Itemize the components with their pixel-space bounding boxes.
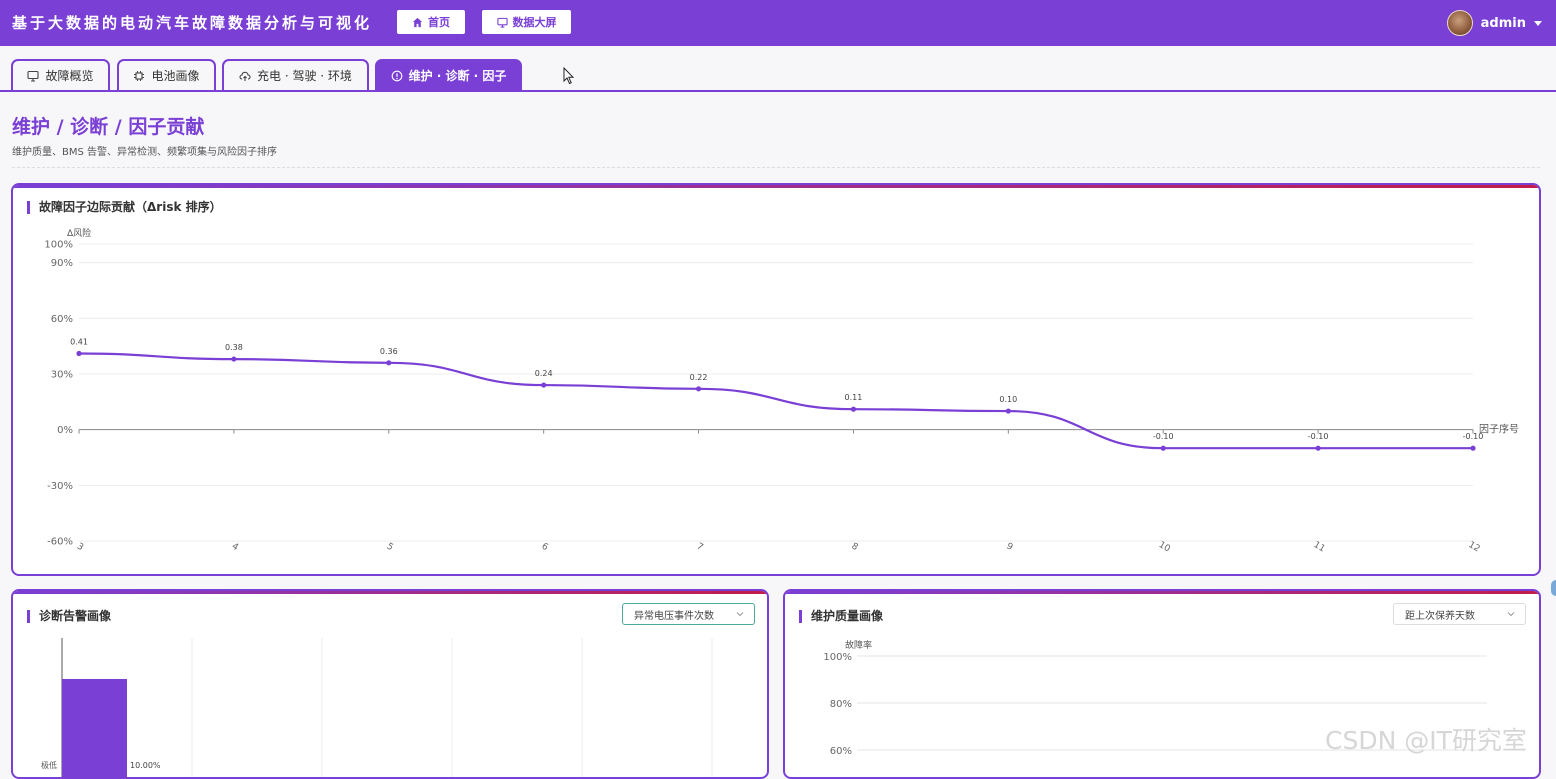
tab-fault-overview[interactable]: 故障概览 (11, 59, 110, 90)
x-tick-label: 5 (385, 542, 395, 554)
data-label: -0.10 (1308, 432, 1329, 441)
x-tick-label: 9 (1004, 542, 1014, 554)
home-button[interactable]: 首页 (397, 10, 465, 34)
cloud-upload-icon (239, 71, 251, 81)
y-tick-label: 30% (51, 369, 73, 380)
data-point (386, 360, 392, 366)
data-label: 0.11 (845, 393, 863, 402)
data-point (231, 356, 237, 362)
page-title: 维护 / 诊断 / 因子贡献 (12, 116, 205, 138)
data-point (1470, 445, 1476, 451)
tabs-underline (0, 90, 1556, 92)
user-menu[interactable]: admin (1446, 9, 1542, 37)
info-circle-icon (391, 70, 402, 81)
data-label: 0.38 (225, 343, 243, 352)
x-tick-label: 6 (540, 542, 550, 554)
y-tick-label: 60% (830, 746, 852, 757)
y-axis-title: 故障率 (845, 639, 872, 651)
monitor-icon (496, 17, 508, 28)
data-label: 0.41 (70, 338, 88, 347)
x-tick-label: 7 (695, 542, 705, 554)
series-line (78, 352, 1473, 450)
bar (62, 679, 127, 777)
y-tick-label: 60% (51, 314, 73, 325)
app-title: 基于大数据的电动汽车故障数据分析与可视化 (12, 14, 373, 32)
factor-contribution-card: 故障因子边际贡献（Δrisk 排序） Δ风险 100% 90% 60% 30% 0% -30… (11, 183, 1541, 576)
y-category-label: 极低 (41, 760, 57, 770)
home-button-label: 首页 (428, 16, 450, 29)
page-subtitle: 维护质量、BMS 告警、异常检测、频繁项集与风险因子排序 (12, 147, 278, 158)
data-label: 0.36 (380, 347, 398, 356)
y-tick-label: 90% (51, 258, 73, 269)
floating-side-handle[interactable] (1551, 580, 1556, 596)
tab-charging-driving-environment[interactable]: 充电 · 驾驶 · 环境 (222, 59, 369, 90)
avatar[interactable] (1446, 10, 1473, 36)
data-label: -0.10 (1463, 432, 1484, 441)
x-axis-title: 因子序号 (1479, 423, 1519, 436)
dashboard-button[interactable]: 数据大屏 (482, 10, 571, 34)
home-icon (412, 17, 423, 27)
tab-label: 故障概览 (45, 69, 94, 83)
y-tick-label: 80% (830, 699, 852, 710)
dashboard-button-label: 数据大屏 (512, 16, 557, 29)
y-tick-label: 0% (57, 425, 73, 436)
top-bar: 基于大数据的电动汽车故障数据分析与可视化 首页 数据大屏 admin (0, 0, 1556, 46)
data-label: 0.22 (690, 373, 708, 382)
data-point (1005, 408, 1011, 414)
data-label: 0.24 (535, 369, 553, 378)
username[interactable]: admin (1480, 15, 1526, 31)
chevron-down-icon (1507, 612, 1515, 617)
maint-card-title: 维护质量画像 (799, 610, 883, 623)
data-point (76, 350, 82, 357)
y-axis-title: Δ风险 (67, 227, 91, 239)
tab-maintenance-diagnosis-factor[interactable]: 维护 · 诊断 · 因子 (375, 59, 522, 90)
diagnosis-alert-card: 诊断告警画像 异常电压事件次数 极低 10.00% (11, 589, 769, 779)
diag-card-title: 诊断告警画像 (27, 610, 111, 623)
chip-icon (134, 70, 145, 81)
maint-chart: 故障率 100% 80% 60% (823, 639, 1487, 757)
select-value: 距上次保养天数 (1405, 610, 1475, 622)
select-value: 异常电压事件次数 (634, 610, 714, 622)
x-tick-label: 11 (1312, 540, 1327, 554)
data-point (1160, 445, 1166, 451)
tab-label: 电池画像 (151, 69, 200, 83)
y-tick-label: 100% (44, 240, 73, 251)
diag-metric-select[interactable]: 异常电压事件次数 (622, 603, 755, 625)
data-point (850, 406, 857, 412)
data-point (1315, 445, 1321, 451)
watermark: CSDN @IT研究室 (1325, 726, 1527, 755)
diag-bar-chart: 极低 10.00% (41, 638, 713, 777)
tab-label: 维护 · 诊断 · 因子 (408, 69, 507, 83)
y-tick-label: -30% (47, 481, 73, 492)
tab-battery-profile[interactable]: 电池画像 (117, 59, 216, 90)
maintenance-quality-card: 维护质量画像 距上次保养天数 故障率 100% 80% 60% (783, 589, 1541, 779)
mouse-cursor-icon (563, 67, 575, 85)
y-tick-label: 100% (823, 652, 852, 663)
chevron-down-icon (736, 612, 744, 617)
caret-down-icon[interactable] (1534, 20, 1542, 26)
maint-metric-select[interactable]: 距上次保养天数 (1393, 603, 1526, 625)
x-tick-label: 10 (1157, 540, 1172, 555)
x-tick-label: 8 (849, 542, 859, 554)
data-point (695, 386, 702, 392)
tab-label: 充电 · 驾驶 · 环境 (257, 69, 352, 83)
x-tick-label: 3 (75, 542, 85, 554)
monitor-icon (27, 70, 40, 82)
y-tick-label: -60% (47, 537, 73, 548)
data-point (541, 382, 547, 388)
x-tick-label: 4 (230, 542, 240, 554)
x-tick-label: 12 (1467, 540, 1482, 554)
divider (12, 167, 1540, 168)
data-label: -0.10 (1153, 432, 1174, 441)
data-label: 0.10 (999, 395, 1017, 404)
factor-card-title: 故障因子边际贡献（Δrisk 排序） (27, 201, 222, 214)
